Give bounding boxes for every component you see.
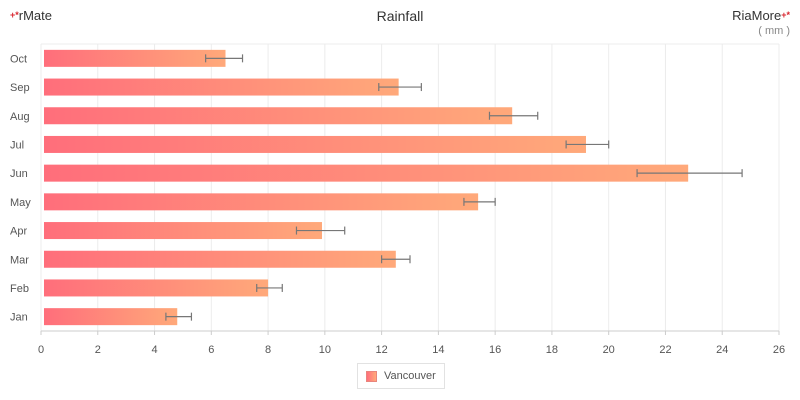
unit-label: ( mm )	[758, 25, 790, 37]
x-tick-label: 2	[95, 344, 101, 356]
brand-mark-icon: +*	[781, 10, 790, 20]
x-tick-label: 4	[151, 344, 157, 356]
x-tick-label: 0	[38, 344, 44, 356]
x-tick-label: 24	[716, 344, 728, 356]
x-tick-label: 22	[659, 344, 671, 356]
brand-left-text: rMate	[18, 8, 52, 23]
y-tick-label: Feb	[10, 283, 29, 295]
x-tick-label: 6	[208, 344, 214, 356]
bar	[44, 78, 399, 96]
y-tick-label: Aug	[10, 111, 30, 123]
bar	[44, 135, 586, 153]
brand-logo-left: +*rMate	[10, 8, 52, 23]
legend-label: Vancouver	[384, 370, 436, 382]
y-tick-label: Jul	[10, 139, 24, 151]
bar	[44, 193, 479, 211]
y-tick-label: Mar	[10, 254, 29, 266]
x-tick-label: 8	[265, 344, 271, 356]
bar	[44, 107, 513, 125]
bar	[44, 308, 178, 326]
bar	[44, 49, 226, 67]
legend[interactable]: Vancouver	[357, 363, 445, 389]
x-tick-label: 14	[432, 344, 444, 356]
brand-logo-right: RiaMore+*	[732, 8, 790, 23]
bar	[44, 164, 689, 182]
y-tick-label: Apr	[10, 226, 27, 238]
y-tick-label: Jun	[10, 168, 28, 180]
bar	[44, 250, 396, 268]
x-tick-label: 18	[546, 344, 558, 356]
legend-swatch-icon	[366, 370, 377, 382]
brand-right-text: RiaMore	[732, 8, 782, 23]
x-tick-label: 12	[375, 344, 387, 356]
x-tick-label: 20	[603, 344, 615, 356]
y-tick-label: Sep	[10, 82, 30, 94]
brand-mark-icon: +*	[10, 10, 19, 20]
x-tick-label: 16	[489, 344, 501, 356]
chart-title: Rainfall	[376, 8, 424, 24]
y-tick-label: Oct	[10, 53, 27, 65]
x-tick-label: 10	[319, 344, 331, 356]
y-tick-label: May	[10, 197, 31, 209]
x-tick-label: 26	[773, 344, 785, 356]
bar	[44, 222, 323, 240]
bar	[44, 279, 269, 297]
y-tick-label: Jan	[10, 312, 28, 324]
